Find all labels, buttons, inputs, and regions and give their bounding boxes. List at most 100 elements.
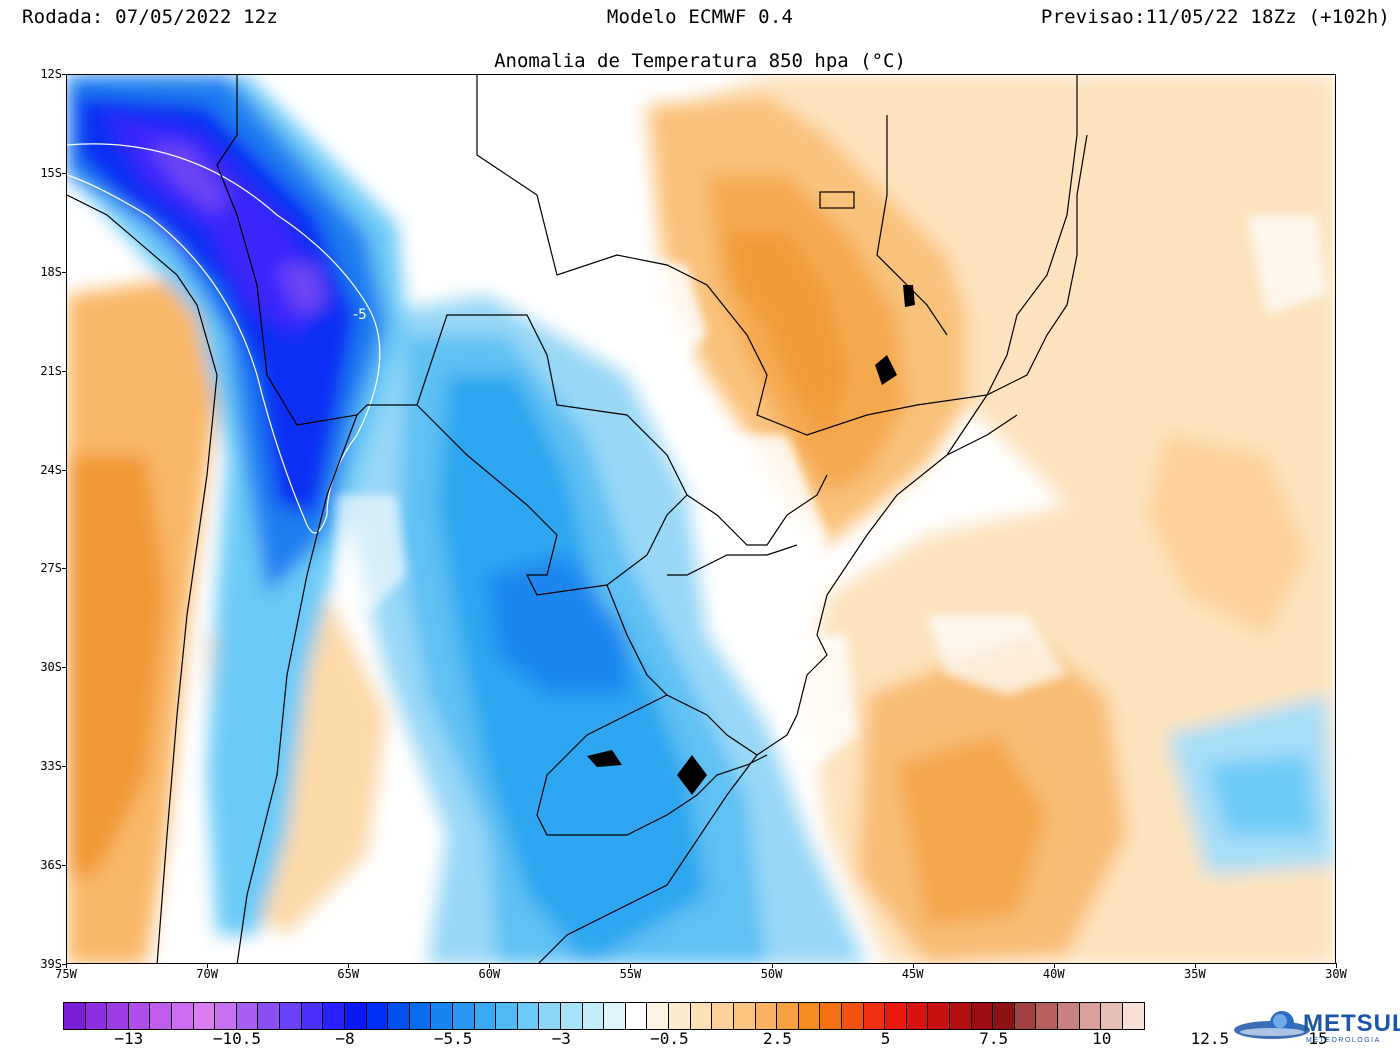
colorbar-cell	[949, 1003, 972, 1029]
colorbar-cell	[150, 1003, 173, 1029]
lat-tick	[62, 271, 67, 273]
colorbar-label: 5	[880, 1029, 891, 1048]
colorbar-cell	[647, 1003, 670, 1029]
lat-label: 39S	[40, 957, 62, 971]
colorbar-cell	[128, 1003, 151, 1029]
lon-label: 55W	[619, 967, 642, 981]
lon-tick	[1194, 963, 1196, 968]
map-title: Anomalia de Temperatura 850 hpa (°C)	[494, 50, 906, 72]
colorbar-cell	[193, 1003, 216, 1029]
colorbar-cell	[280, 1003, 302, 1029]
lon-tick	[1336, 963, 1337, 968]
colorbar-label: −10.5	[212, 1029, 262, 1048]
colorbar-cell	[1122, 1003, 1145, 1029]
colorbar-label: −13	[114, 1029, 144, 1048]
run-label: Rodada: 07/05/2022 12z	[22, 6, 279, 28]
colorbar-label: 2.5	[763, 1029, 792, 1048]
lon-label: 75W	[55, 967, 77, 981]
lat-label: 30S	[40, 660, 62, 675]
colorbar-cell	[431, 1003, 453, 1029]
lon-tick	[630, 963, 632, 968]
colorbar-cell	[64, 1003, 86, 1029]
logo-subtext: METEOROLOGIA	[1306, 1037, 1381, 1044]
colorbar-cell	[107, 1003, 129, 1029]
colorbar-cell	[301, 1003, 324, 1029]
colorbar-label: 10	[1092, 1029, 1112, 1048]
metsul-logo	[1234, 1011, 1310, 1039]
colorbar-cell	[236, 1003, 259, 1029]
colorbar-cell	[539, 1003, 562, 1029]
lon-label: 60W	[478, 967, 501, 981]
map-canvas: -5	[67, 75, 1335, 963]
colorbar-label: 12.5	[1190, 1029, 1230, 1048]
model-label: Modelo ECMWF 0.4	[606, 6, 794, 28]
lat-tick	[62, 568, 67, 570]
lat-tick	[62, 172, 67, 174]
colorbar-cell	[604, 1003, 626, 1029]
temperature-anomaly-map: -5	[66, 74, 1336, 964]
colorbar-label: −3	[551, 1029, 571, 1048]
colorbar-label: 7.5	[979, 1029, 1009, 1048]
colorbar-cell	[409, 1003, 432, 1029]
lon-tick	[912, 963, 914, 968]
colorbar-cell	[561, 1003, 583, 1029]
federal-district	[819, 191, 855, 209]
colorbar-cell	[344, 1003, 367, 1029]
lat-label: 12S	[40, 67, 62, 81]
colorbar-cell	[863, 1003, 886, 1029]
colorbar-cell	[172, 1003, 194, 1029]
colorbar-cell	[582, 1003, 605, 1029]
contour-label: -5	[353, 307, 367, 323]
colorbar-cell	[928, 1003, 950, 1029]
lon-label: 70W	[196, 967, 218, 981]
lat-label: 15S	[40, 165, 62, 180]
colorbar-cell	[777, 1003, 799, 1029]
colorbar-cell	[993, 1003, 1015, 1029]
lon-tick	[348, 963, 350, 968]
lon-label: 45W	[901, 967, 924, 981]
lat-tick	[62, 370, 67, 372]
colorbar-cell	[712, 1003, 734, 1029]
colorbar-cell	[841, 1003, 864, 1029]
logo-text: METSUL	[1303, 1010, 1400, 1037]
colorbar-label: −8	[335, 1029, 355, 1048]
colorbar-cell	[1079, 1003, 1102, 1029]
colorbar-cell	[906, 1003, 929, 1029]
lat-tick	[62, 469, 67, 471]
borders	[67, 75, 1088, 963]
colorbar-cell	[366, 1003, 389, 1029]
anomaly-field	[67, 75, 1335, 963]
colorbar-cell	[798, 1003, 821, 1029]
colorbar-cell	[215, 1003, 237, 1029]
lon-label: 35W	[1184, 967, 1206, 981]
contour-minus5	[67, 143, 381, 534]
colorbar-cell	[1058, 1003, 1080, 1029]
lon-tick	[207, 963, 209, 968]
lon-tick	[1053, 963, 1055, 968]
colorbar-cell	[690, 1003, 713, 1029]
colorbar-cell	[1036, 1003, 1059, 1029]
colorbar	[63, 1002, 1146, 1030]
lon-tick	[489, 963, 491, 968]
colorbar-cell	[755, 1003, 778, 1029]
colorbar-cell	[258, 1003, 281, 1029]
lat-tick	[62, 964, 67, 965]
colorbar-cell	[323, 1003, 345, 1029]
lat-label: 36S	[40, 858, 62, 873]
lat-tick	[62, 74, 67, 75]
colorbar-cell	[474, 1003, 497, 1029]
colorbar-cell	[971, 1003, 994, 1029]
lat-label: 18S	[40, 264, 62, 279]
colorbar-cell	[820, 1003, 842, 1029]
colorbar-cell	[625, 1003, 648, 1029]
colorbar-cell	[885, 1003, 907, 1029]
lon-label: 40W	[1042, 967, 1065, 981]
anomaly-detail	[337, 215, 1327, 775]
lon-label: 30W	[1325, 967, 1347, 981]
lon-tick	[771, 963, 773, 968]
lat-label: 21S	[40, 363, 62, 378]
colorbar-label: −5.5	[433, 1029, 473, 1048]
lakes	[587, 285, 915, 795]
colorbar-label: 15	[1308, 1029, 1328, 1048]
lat-label: 33S	[40, 759, 62, 774]
